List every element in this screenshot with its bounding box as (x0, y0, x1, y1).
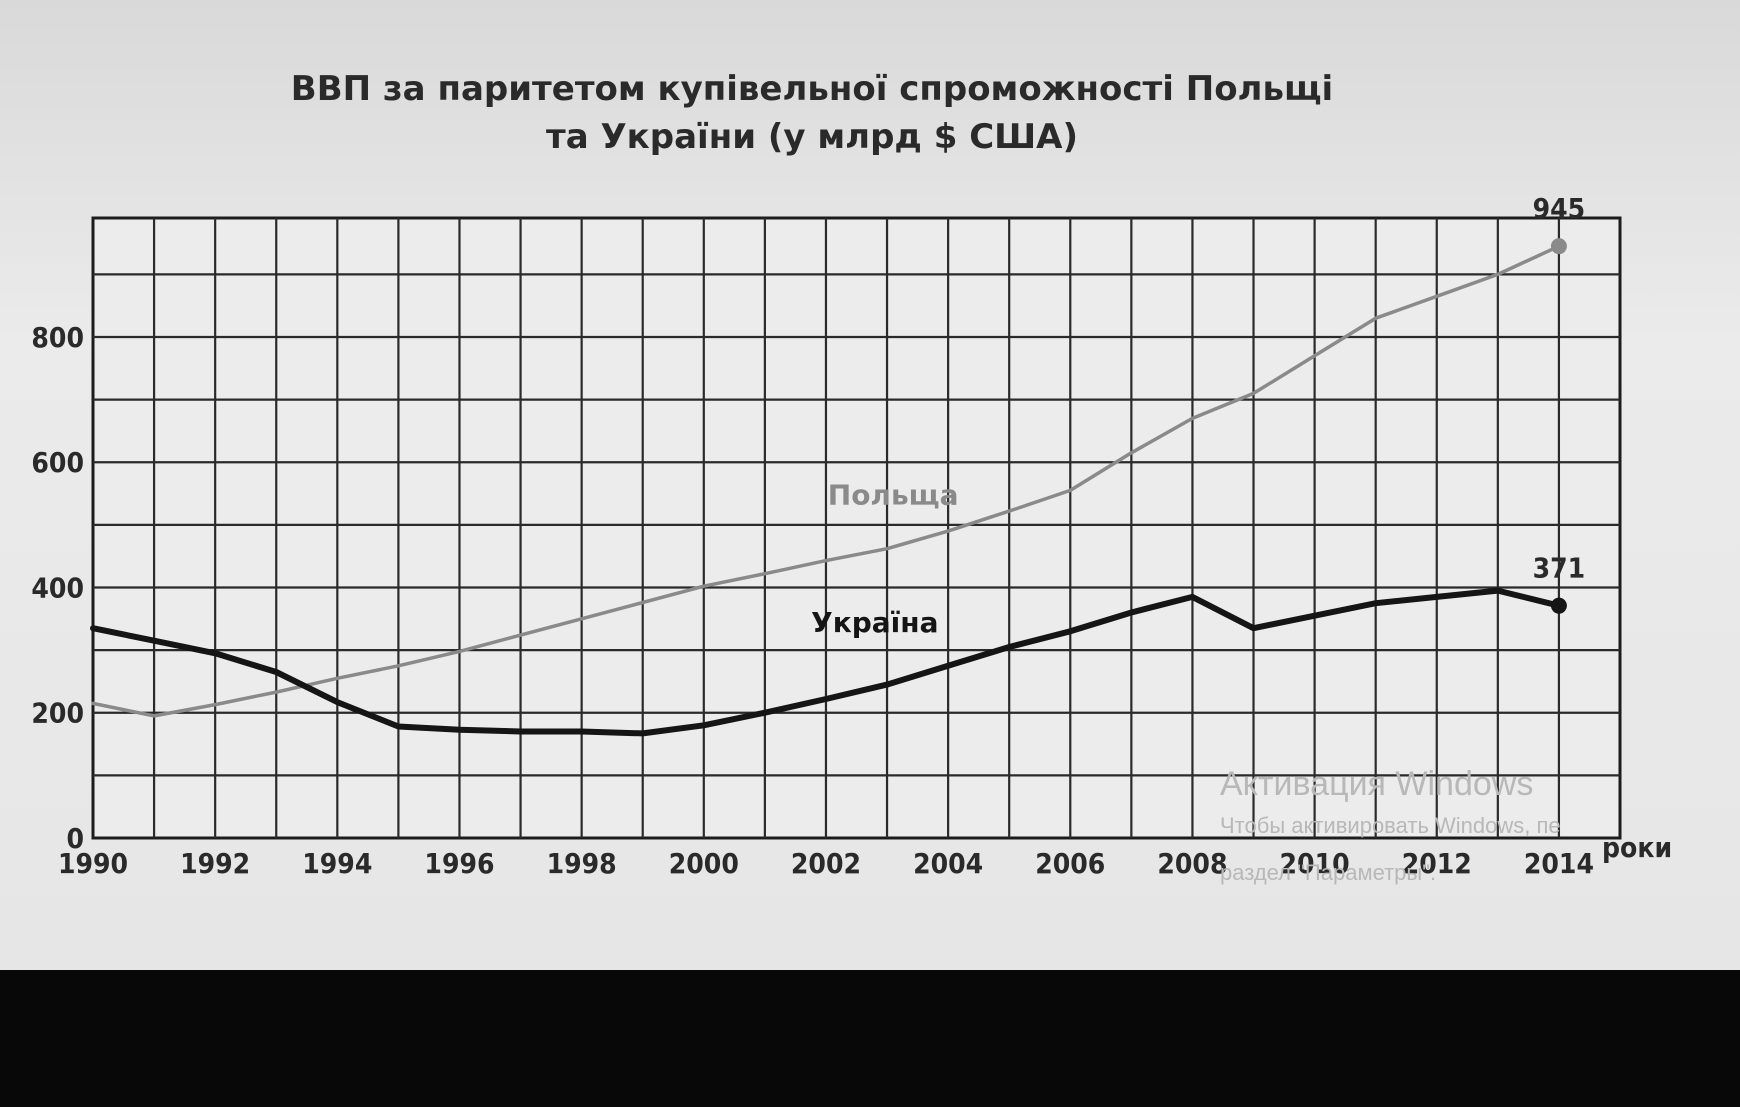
x-tick-label: 2008 (1157, 847, 1227, 880)
y-tick-label: 600 (31, 446, 84, 479)
watermark-title: Активация Windows (1220, 765, 1533, 803)
x-tick-label: 1990 (58, 847, 128, 880)
y-tick-label: 400 (31, 571, 84, 604)
series-name-label: Україна (811, 606, 938, 639)
series-end-label: 945 (1533, 192, 1586, 225)
monitor-bezel (0, 970, 1740, 1107)
x-tick-label: 2004 (913, 847, 983, 880)
chart-title: ВВП за паритетом купівельної спроможност… (291, 69, 1333, 109)
series-name-label: Польща (828, 478, 959, 511)
series-line (91, 244, 1561, 718)
x-tick-label: 1996 (424, 847, 494, 880)
y-tick-label: 0 (66, 822, 84, 855)
x-tick-label: 2002 (791, 847, 861, 880)
series-end-marker (1550, 597, 1567, 614)
watermark: Активация Windows Чтобы активировать Win… (1220, 765, 1561, 885)
photographed-screen: ВВП за паритетом купівельної спроможност… (0, 0, 1740, 970)
x-tick-label: 2000 (669, 847, 739, 880)
x-axis-label: роки (1602, 831, 1672, 864)
watermark-line-3: раздел "Параметры". (1220, 860, 1436, 885)
series-end-marker (1550, 238, 1567, 255)
x-tick-label: 1994 (302, 847, 372, 880)
x-tick-label: 2012 (1402, 847, 1472, 880)
series: 945 Польща 371 Україна (90, 192, 1586, 737)
y-tick-label: 800 (31, 321, 84, 354)
x-tick-label: 2006 (1035, 847, 1105, 880)
plot-frame (91, 216, 1622, 840)
x-tick-label: 1992 (180, 847, 250, 880)
x-tick-label: 1998 (547, 847, 617, 880)
y-axis-ticks: 0 200 400 600 800 (31, 321, 84, 855)
y-tick-label: 200 (31, 697, 84, 730)
x-axis-ticks: 1990 1992 1994 1996 1998 2000 2002 2004 2006 2008… (58, 847, 1594, 880)
x-tick-label: 2014 (1524, 847, 1594, 880)
watermark-line-2: Чтобы активировать Windows, пе (1220, 813, 1561, 838)
series-end-label: 371 (1533, 552, 1586, 585)
chart-subtitle: та України (у млрд $ США) (546, 117, 1078, 157)
series-line (90, 587, 1562, 737)
grid (91, 216, 1622, 840)
x-tick-label: 2010 (1280, 847, 1350, 880)
chart: ВВП за паритетом купівельної спроможност… (31, 69, 1672, 885)
